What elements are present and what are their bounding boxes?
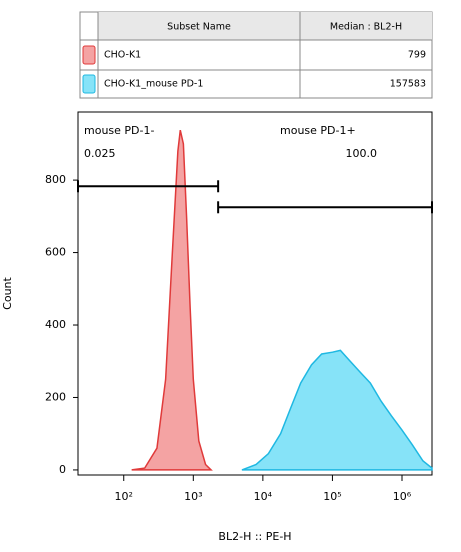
swatch (82, 45, 96, 65)
legend-table: Subset Name Median : BL2-H CHO-K1 799 CHO-… (79, 11, 433, 99)
x-axis-label: BL2-H :: PE-H (218, 530, 291, 543)
plot-frame (77, 111, 433, 476)
table-header (98, 12, 432, 40)
x-tick-label: 10⁴ (254, 490, 273, 503)
subset-name: CHO-K1 (104, 50, 141, 61)
header: Median : BL2-H (330, 22, 402, 33)
y-tick-label: 600 (45, 246, 66, 259)
gate-name: mouse PD-1- (84, 124, 154, 137)
x-tick-label: 10³ (184, 490, 202, 503)
y-tick-label: 400 (45, 318, 66, 331)
y-tick-label: 0 (59, 463, 66, 476)
header: Subset Name (167, 22, 231, 33)
x-tick-label: 10⁵ (323, 490, 341, 503)
histogram-area (131, 129, 213, 471)
gate-percent: 100.0 (346, 147, 378, 160)
subset-name: CHO-K1_mouse PD-1 (104, 79, 203, 90)
median: 157583 (390, 79, 426, 90)
histogram-area (241, 349, 433, 471)
x-tick-label: 10⁶ (393, 490, 412, 503)
y-axis-label: Count (1, 276, 14, 309)
y-tick-label: 200 (45, 390, 66, 403)
x-tick-label: 10² (115, 490, 133, 503)
gate-name: mouse PD-1+ (280, 124, 356, 137)
y-tick-label: 800 (45, 173, 66, 186)
swatch (82, 74, 96, 94)
gate-percent: 0.025 (84, 147, 116, 160)
median: 799 (408, 50, 426, 61)
